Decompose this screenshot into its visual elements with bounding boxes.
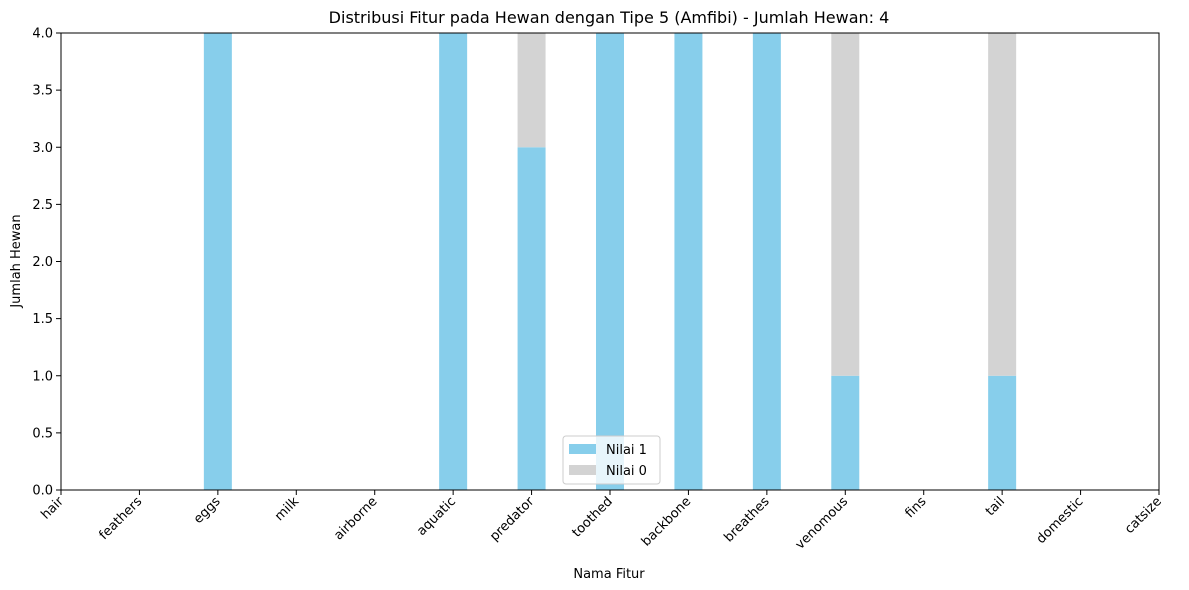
legend: Nilai 1 Nilai 0: [562, 435, 661, 485]
bar-breathes-nilai-1: [752, 33, 781, 490]
bar-predator-nilai-0: [517, 33, 546, 148]
x-tick-label-fins: fins: [903, 494, 930, 521]
bar-venomous-nilai-0: [831, 33, 860, 376]
bar-venomous-nilai-1: [831, 375, 860, 490]
y-tick-label: 1.0: [32, 369, 53, 384]
x-tick-label-breathes: breathes: [721, 494, 772, 545]
legend-swatch-nilai-0: [569, 465, 596, 475]
x-tick-label-eggs: eggs: [191, 494, 224, 527]
x-axis-label: Nama Fitur: [573, 567, 645, 582]
y-tick-label: 3.0: [32, 141, 53, 156]
x-tick-label-milk: milk: [272, 494, 302, 524]
x-tick-label-feathers: feathers: [96, 494, 145, 543]
bar-tail-nilai-1: [988, 375, 1017, 490]
bar-backbone-nilai-1: [674, 33, 703, 490]
x-tick-label-toothed: toothed: [569, 494, 615, 540]
y-tick-label: 0.5: [32, 426, 53, 441]
bar-tail-nilai-0: [988, 33, 1017, 376]
legend-swatch-nilai-1: [569, 444, 596, 454]
x-tick-label-venomous: venomous: [793, 494, 852, 553]
y-axis-ticks: 0.0 0.5 1.0 1.5 2.0 2.5 3.0 3.5 4.0: [32, 27, 61, 499]
x-tick-label-backbone: backbone: [639, 494, 694, 549]
bar-aquatic-nilai-1: [439, 33, 468, 490]
bar-eggs-nilai-1: [203, 33, 232, 490]
x-tick-label-tail: tail: [983, 494, 1008, 519]
bar-group: [203, 33, 1017, 490]
y-tick-label: 2.0: [32, 255, 53, 270]
x-tick-label-predator: predator: [487, 494, 538, 545]
x-tick-label-catsize: catsize: [1122, 494, 1165, 537]
y-axis-label: Jumlah Hewan: [9, 214, 24, 308]
x-tick-label-aquatic: aquatic: [414, 494, 459, 539]
y-tick-label: 1.5: [32, 312, 53, 327]
x-tick-label-airborne: airborne: [331, 494, 380, 543]
bar-toothed-nilai-1: [596, 33, 624, 490]
y-tick-label: 2.5: [32, 198, 53, 213]
x-axis-ticks: hair feathers eggs milk airborne aquatic preda…: [38, 490, 1165, 553]
chart-title: Distribusi Fitur pada Hewan dengan Tipe …: [329, 8, 890, 27]
bar-predator-nilai-1: [517, 147, 546, 490]
plot-frame: [60, 32, 1160, 491]
y-tick-label: 4.0: [32, 27, 53, 42]
y-tick-label: 3.5: [32, 84, 53, 99]
x-tick-label-domestic: domestic: [1034, 494, 1087, 547]
legend-label-nilai-0: Nilai 0: [606, 464, 647, 479]
legend-label-nilai-1: Nilai 1: [606, 443, 647, 458]
y-tick-label: 0.0: [32, 484, 53, 499]
